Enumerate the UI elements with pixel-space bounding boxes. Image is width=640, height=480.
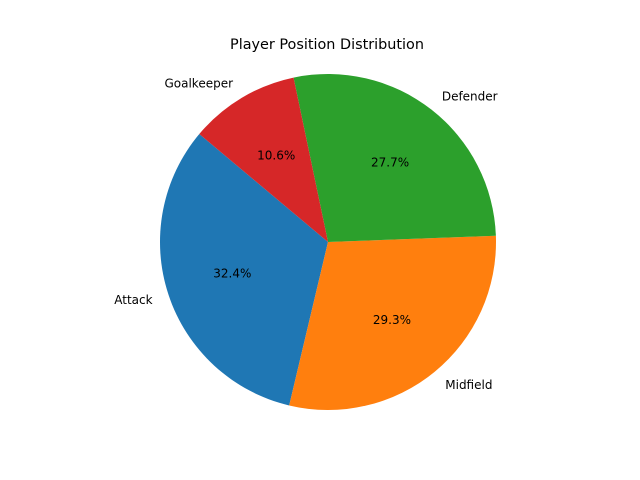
pie-slices [159, 73, 497, 410]
percent-label-defender: 27.7% [371, 156, 409, 170]
pie-slice-defender [293, 73, 496, 242]
slice-label-defender: Defender [442, 89, 498, 103]
percent-label-midfield: 29.3% [373, 313, 411, 327]
percent-label-attack: 32.4% [213, 267, 251, 281]
pie-slice-goalkeeper [199, 77, 328, 242]
pie-slice-attack [159, 134, 328, 406]
pie-slice-midfield [289, 235, 497, 410]
pie-labels: Attack 32.4% Midfield 29.3% Defender 27.7% Goa… [114, 76, 497, 391]
chart-title: Player Position Distribution [230, 37, 424, 53]
slice-label-midfield: Midfield [445, 378, 492, 392]
slice-label-attack: Attack [114, 293, 152, 307]
percent-label-goalkeeper: 10.6% [257, 149, 295, 163]
slice-label-goalkeeper: Goalkeeper [164, 76, 233, 90]
